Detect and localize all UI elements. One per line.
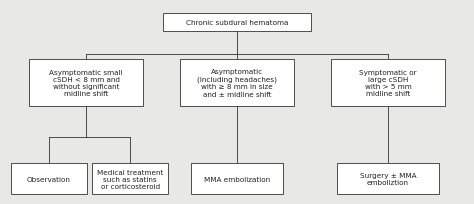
Text: Asymptomatic
(including headaches)
with ≥ 8 mm in size
and ± midline shift: Asymptomatic (including headaches) with … — [197, 69, 277, 97]
FancyBboxPatch shape — [191, 163, 283, 194]
FancyBboxPatch shape — [337, 163, 439, 194]
FancyBboxPatch shape — [10, 163, 87, 194]
FancyBboxPatch shape — [331, 60, 445, 106]
Text: Symptomatic or
large cSDH
with > 5 mm
midline shift: Symptomatic or large cSDH with > 5 mm mi… — [359, 69, 417, 97]
FancyBboxPatch shape — [180, 60, 294, 106]
FancyBboxPatch shape — [92, 163, 168, 194]
Text: Chronic subdural hematoma: Chronic subdural hematoma — [186, 20, 288, 26]
Text: MMA embolization: MMA embolization — [204, 176, 270, 182]
Text: Medical treatment
such as statins
or corticosteroid: Medical treatment such as statins or cor… — [97, 169, 164, 189]
FancyBboxPatch shape — [163, 14, 311, 32]
Text: Surgery ± MMA
emboliztion: Surgery ± MMA emboliztion — [360, 172, 416, 186]
Text: Observation: Observation — [27, 176, 71, 182]
FancyBboxPatch shape — [29, 60, 143, 106]
Text: Asymptomatic small
cSDH < 8 mm and
without significant
midline shift: Asymptomatic small cSDH < 8 mm and witho… — [49, 69, 123, 97]
